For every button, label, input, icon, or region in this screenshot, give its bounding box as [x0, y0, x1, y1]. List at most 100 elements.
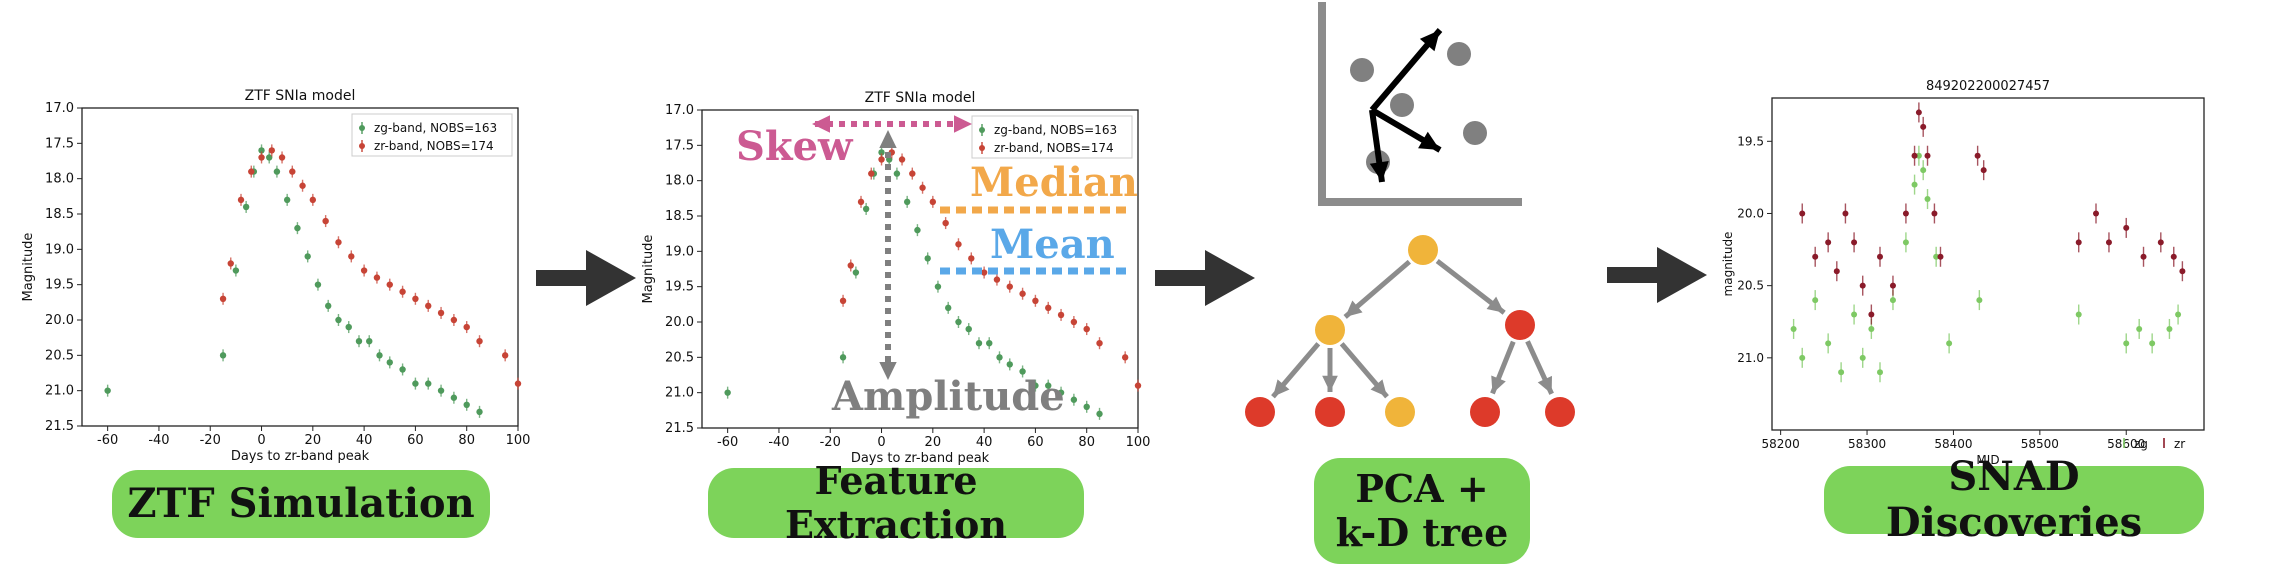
data-point — [345, 323, 352, 331]
tree-edge-head — [1322, 375, 1338, 392]
y-tick-label: 20.5 — [1737, 279, 1764, 293]
arrow-pca-to-snad — [1607, 247, 1707, 303]
right-arrow-shaft — [1607, 267, 1659, 283]
data-point — [325, 302, 332, 310]
data-point — [314, 281, 322, 288]
data-point — [929, 198, 937, 206]
x-tick-label: 60 — [407, 433, 424, 448]
data-point — [1070, 396, 1078, 403]
data-point — [1006, 361, 1013, 368]
data-point — [975, 340, 983, 347]
x-tick-label: 58400 — [1934, 437, 1972, 451]
data-point — [476, 408, 483, 416]
x-tick-label: 80 — [458, 433, 475, 448]
data-point — [366, 338, 373, 345]
data-point — [1902, 239, 1909, 246]
data-point — [2123, 340, 2130, 347]
data-point — [2075, 239, 2082, 246]
y-tick-label: 17.5 — [665, 138, 694, 153]
data-point — [2093, 210, 2099, 217]
data-point — [1915, 109, 1922, 116]
skew-label: Skew — [736, 123, 854, 170]
data-point — [1889, 282, 1896, 289]
pca-vector-head — [1419, 30, 1440, 52]
y-tick-label: 17.0 — [665, 103, 694, 118]
data-point — [1868, 325, 1875, 332]
data-point — [322, 217, 329, 225]
data-point — [965, 325, 972, 333]
chart-title: 849202200027457 — [1926, 79, 2050, 94]
data-point — [476, 338, 483, 345]
y-tick-label: 17.5 — [45, 136, 74, 151]
tree-edge-head — [1370, 379, 1388, 397]
legend-marker — [979, 145, 985, 151]
data-point — [924, 255, 931, 262]
ztf-simulation-chart: ZTF SNIa model -60 -40 -20 0 20 40 60 80 100 17.0 1… — [21, 88, 530, 464]
data-point — [1851, 239, 1858, 246]
data-point — [724, 389, 731, 396]
data-point — [1799, 210, 1806, 217]
arrow-simulation-to-extraction — [536, 250, 636, 306]
data-point — [857, 198, 865, 206]
y-tick-label: 19.0 — [45, 242, 74, 257]
snad-discoveries-label: SNAD Discoveries — [1824, 454, 2204, 546]
x-tick-label: -20 — [820, 435, 841, 450]
chart-title: ZTF SNIa model — [245, 88, 356, 104]
legend-label: zg-band, NOBS=163 — [374, 121, 497, 135]
data-point — [909, 170, 916, 177]
data-point — [942, 219, 949, 227]
x-tick-label: 58300 — [1848, 437, 1886, 451]
data-point — [373, 274, 381, 281]
data-point — [945, 304, 952, 312]
data-point — [1889, 297, 1896, 304]
data-point — [1976, 297, 1983, 304]
y-tick-label: 18.5 — [45, 207, 74, 222]
data-point — [219, 295, 227, 302]
y-tick-label: 20.5 — [665, 350, 694, 365]
data-point — [1057, 389, 1065, 396]
snad-discoveries-text: SNAD Discoveries — [1885, 453, 2143, 546]
data-point — [903, 198, 911, 206]
y-tick-label: 19.5 — [665, 280, 694, 295]
legend-marker — [979, 127, 985, 133]
median-label: Median — [970, 159, 1138, 206]
pca-point — [1463, 121, 1487, 145]
data-point — [862, 205, 870, 213]
data-point — [1933, 253, 1940, 260]
data-point — [1121, 354, 1129, 361]
pca-text: PCA + — [1355, 466, 1489, 512]
data-point — [1812, 297, 1819, 304]
data-point — [1083, 403, 1090, 410]
legend-marker — [359, 125, 365, 131]
data-point — [227, 260, 234, 267]
data-point — [1032, 297, 1039, 304]
data-point — [1833, 268, 1840, 275]
x-tick-label: 58500 — [2021, 437, 2059, 451]
data-point — [299, 182, 306, 189]
data-point — [242, 203, 250, 211]
feature-extraction-label: Feature Extraction — [708, 459, 1084, 546]
data-point — [1859, 282, 1866, 289]
data-point — [1851, 311, 1858, 318]
legend-marker — [359, 143, 365, 149]
data-point — [1825, 340, 1832, 347]
y-tick-label: 20.0 — [45, 313, 74, 328]
data-point — [2140, 253, 2147, 260]
y-tick-label: 21.0 — [665, 386, 694, 401]
pca-point — [1350, 58, 1374, 82]
data-point — [450, 316, 458, 324]
data-point — [248, 168, 255, 175]
right-arrow-icon — [1657, 247, 1707, 303]
data-point — [919, 184, 926, 191]
data-point — [2170, 253, 2177, 260]
data-point — [386, 359, 393, 366]
data-point — [437, 309, 445, 317]
data-point — [258, 154, 265, 161]
y-tick-label: 21.0 — [1737, 351, 1764, 365]
data-point — [1070, 318, 1078, 326]
x-tick-label: 0 — [257, 433, 265, 448]
pca-axes — [1318, 2, 1522, 206]
data-point — [232, 267, 240, 274]
data-point — [1931, 210, 1938, 217]
data-point — [1924, 196, 1931, 203]
